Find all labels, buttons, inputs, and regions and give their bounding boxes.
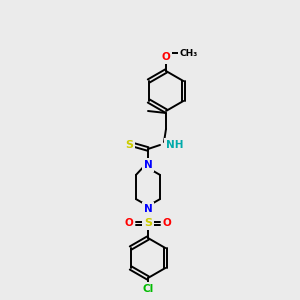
Text: S: S	[125, 140, 133, 150]
Text: N: N	[144, 204, 152, 214]
Text: O: O	[163, 218, 171, 228]
Text: O: O	[124, 218, 134, 228]
Text: S: S	[144, 218, 152, 228]
Text: NH: NH	[166, 140, 184, 150]
Text: N: N	[144, 160, 152, 170]
Text: O: O	[162, 52, 170, 62]
Text: CH₃: CH₃	[179, 49, 197, 58]
Text: Cl: Cl	[142, 284, 154, 294]
